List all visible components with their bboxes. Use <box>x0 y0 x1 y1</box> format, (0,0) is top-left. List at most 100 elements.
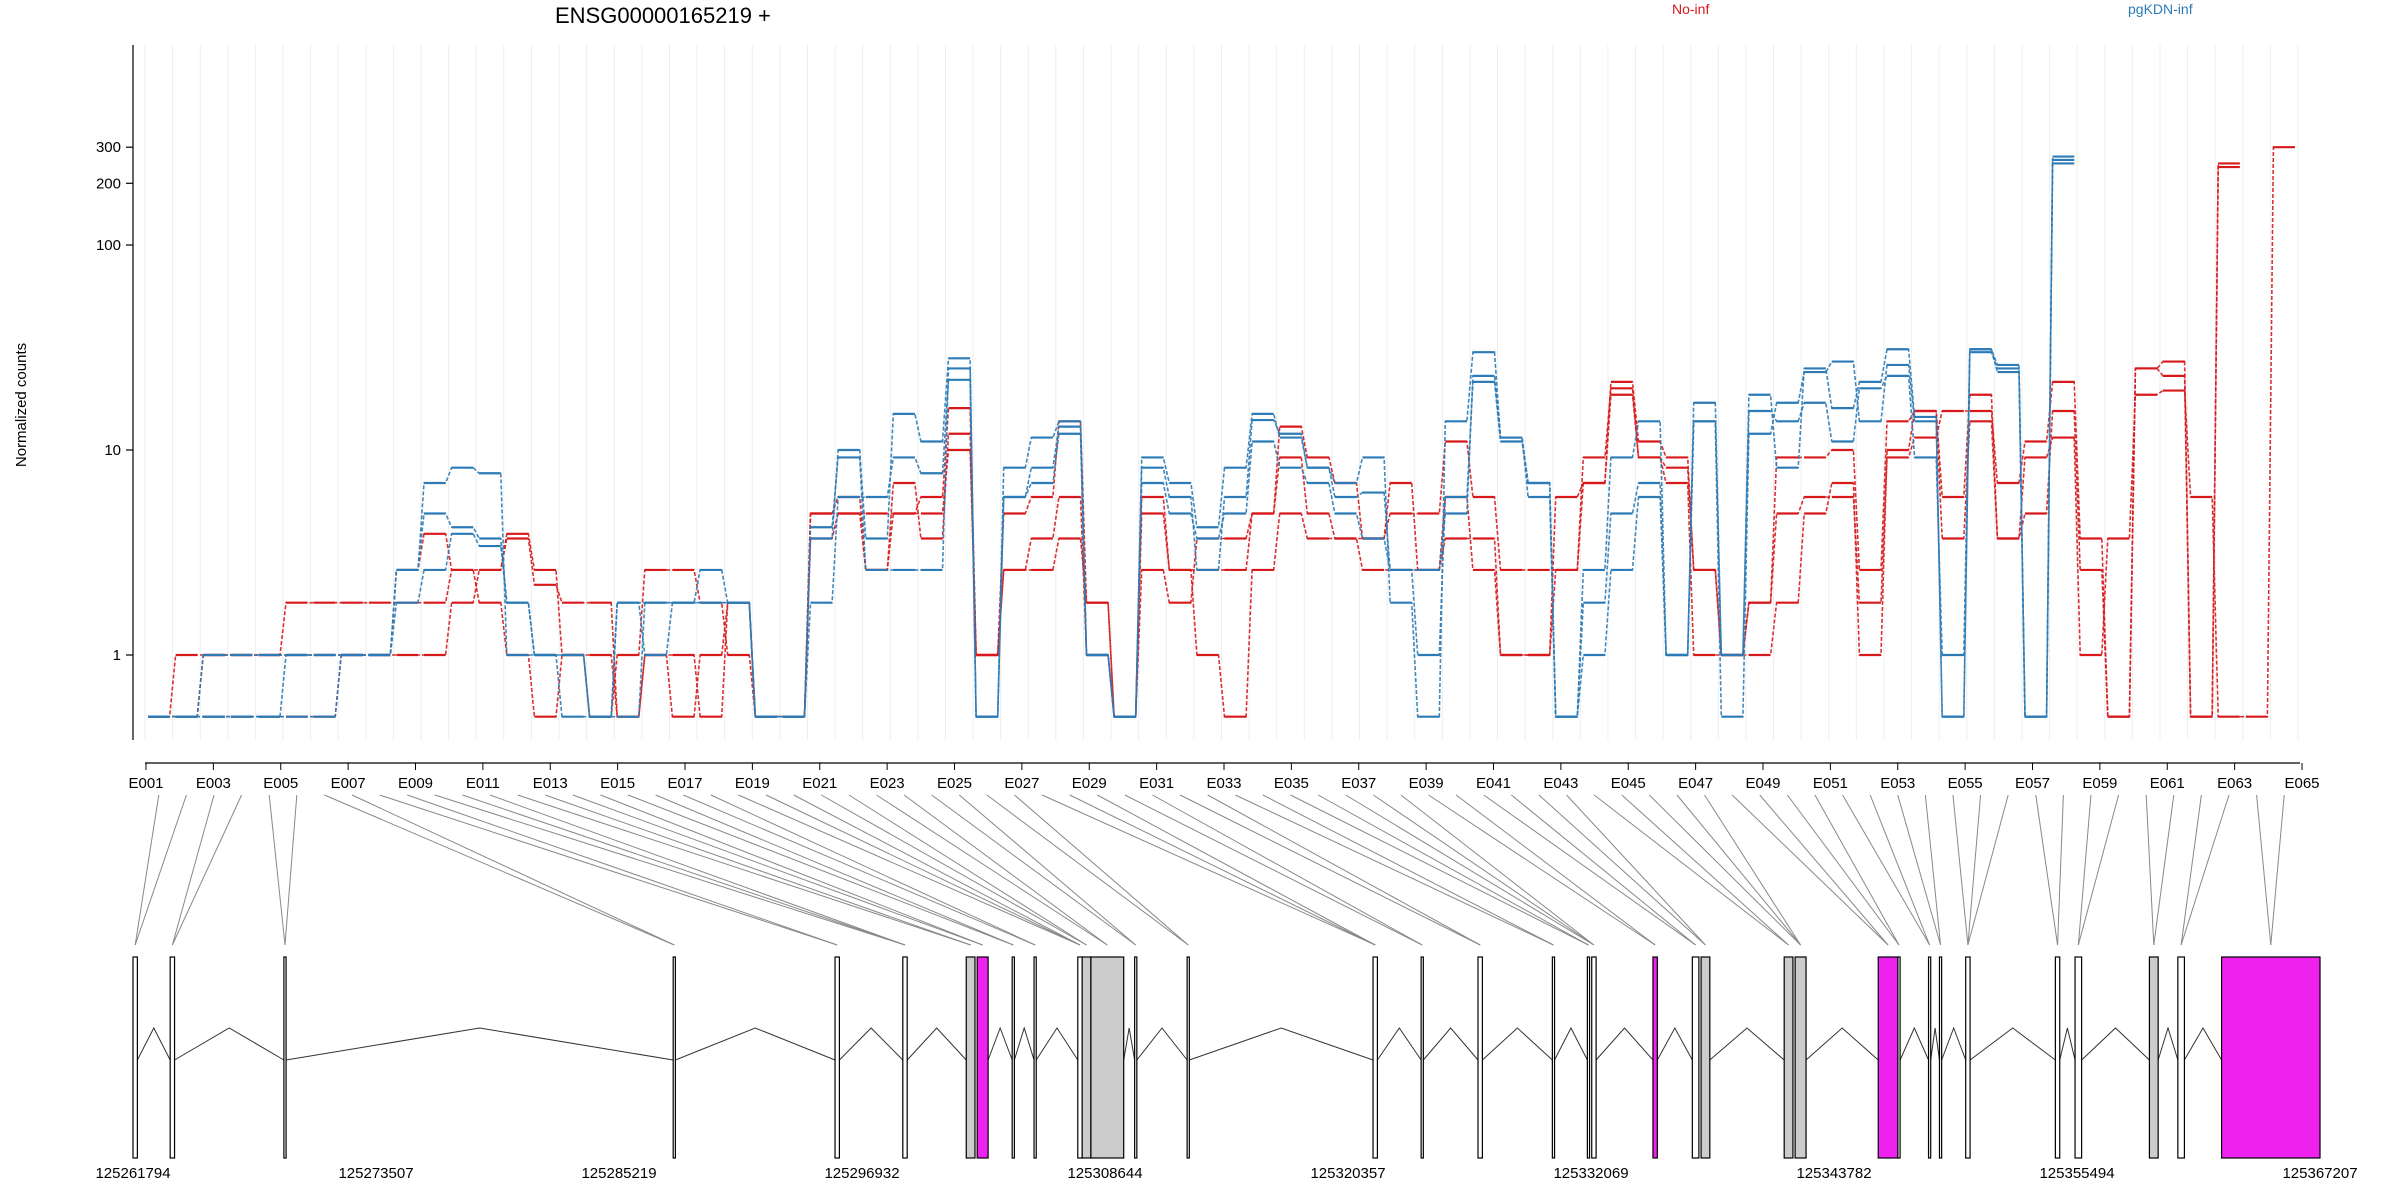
exon-tick-label: E027 <box>1004 775 1039 792</box>
intron-line <box>1709 1027 1785 1061</box>
genomic-ticks: 125261794 125273507 125285219 125296932 1253… <box>95 1165 2357 1182</box>
exon-connector <box>1428 794 1656 946</box>
exon-connector <box>2057 794 2064 946</box>
exon-connector <box>2153 794 2175 946</box>
exon-connector <box>324 794 675 946</box>
exon-connector <box>848 794 1087 946</box>
exon-connector <box>134 794 160 946</box>
exon-tick-label: E033 <box>1206 775 1241 792</box>
exon-tick-label: E047 <box>1678 775 1713 792</box>
series-line-pgkdn-inf <box>148 155 2075 718</box>
genomic-tick-label: 125261794 <box>95 1165 170 1182</box>
series-lines <box>148 146 2295 718</box>
exon-tick-label: E023 <box>870 775 905 792</box>
exon-connector <box>2145 794 2155 946</box>
exon-connector <box>1069 794 1376 946</box>
exon-connector <box>489 794 906 946</box>
exon-tick-label: E053 <box>1880 775 1915 792</box>
genomic-tick-label: 125285219 <box>581 1165 656 1182</box>
exon-tick-label: E013 <box>533 775 568 792</box>
intron-line <box>1123 1027 1136 1061</box>
exon-connector <box>655 794 1014 946</box>
exon-tick-label: E019 <box>735 775 770 792</box>
exon-connector <box>2180 794 2230 946</box>
exon-connector <box>1759 794 1889 946</box>
exon-box <box>169 956 176 1159</box>
exon-box <box>672 956 676 1159</box>
exon-tick-label: E063 <box>2217 775 2252 792</box>
exon-box-highlighted <box>976 956 989 1159</box>
intron-line <box>1035 1027 1079 1061</box>
genomic-tick-label: 125273507 <box>338 1165 413 1182</box>
exon-box <box>1691 956 1700 1159</box>
intron-line <box>1554 1026 1588 1061</box>
exon-box <box>1186 956 1190 1159</box>
exon-box <box>1794 956 1807 1159</box>
exon-connector <box>958 794 1137 946</box>
exon-connector <box>1345 794 1595 946</box>
exon-connector <box>1676 794 1801 946</box>
intron-line <box>2059 1027 2076 1061</box>
exon-connector <box>1400 794 1595 946</box>
exon-box <box>1586 956 1591 1159</box>
exon-connector <box>1152 794 1423 946</box>
exon-connector <box>2035 794 2059 946</box>
exon-connector <box>903 794 1108 946</box>
genomic-tick-label: 125343782 <box>1796 1165 1871 1182</box>
intron-line <box>987 1026 1013 1061</box>
exon-connector <box>2077 794 2120 946</box>
exon-tick-label: E035 <box>1274 775 1309 792</box>
exon-connector <box>876 794 1108 946</box>
exon-connector <box>600 794 983 946</box>
exon-box <box>1591 956 1597 1159</box>
exon-connector <box>2077 794 2092 946</box>
exon-connector <box>1262 794 1554 946</box>
exon-connector <box>1290 794 1589 946</box>
exon-box <box>1081 956 1092 1159</box>
intron-line <box>1595 1027 1654 1061</box>
intron-line <box>1422 1027 1479 1061</box>
exon-connector <box>1538 794 1706 946</box>
exon-connector <box>1483 794 1696 946</box>
series-line-no-inf <box>148 146 2295 718</box>
exon-connector <box>1041 794 1376 946</box>
exon-box <box>1372 956 1379 1159</box>
exon-box <box>1927 956 1932 1159</box>
intron-line <box>839 1027 904 1061</box>
exon-connector <box>1786 794 1900 946</box>
intron-line <box>1656 1026 1693 1061</box>
exon-box-highlighted <box>1652 956 1658 1159</box>
exon-box <box>902 956 908 1159</box>
exon-connector <box>545 794 971 946</box>
exon-tick-label: E031 <box>1139 775 1174 792</box>
exon-box <box>1965 956 1971 1159</box>
exon-tick-label: E065 <box>2284 775 2319 792</box>
exon-connector <box>1566 794 1706 946</box>
exon-connector <box>2180 794 2202 946</box>
intron-line <box>1013 1026 1035 1061</box>
exon-box <box>1551 956 1556 1159</box>
exon-tick-label: E011 <box>466 775 500 792</box>
exon-connector <box>683 794 1036 946</box>
exon-connector <box>793 794 1081 946</box>
exon-tick-label: E061 <box>2150 775 2185 792</box>
y-tick-label: 10 <box>104 442 121 459</box>
genomic-tick-label: 125320357 <box>1310 1165 1385 1182</box>
y-tick-label: 100 <box>96 237 121 254</box>
intron-line <box>286 1027 674 1061</box>
intron-line <box>1376 1027 1422 1061</box>
exon-connector <box>710 794 1036 946</box>
exon-connector <box>1814 794 1900 946</box>
intron-line <box>2081 1027 2150 1061</box>
exon-box <box>1938 956 1943 1159</box>
series-line-pgkdn-inf <box>148 159 2075 718</box>
exon-connector <box>2270 794 2285 946</box>
exon-connector <box>351 794 675 946</box>
exon-box <box>2177 956 2186 1159</box>
intron-line <box>1805 1027 1879 1061</box>
exon-tick-label: E051 <box>1813 775 1848 792</box>
exon-tick-label: E015 <box>600 775 635 792</box>
exon-connector <box>1235 794 1554 946</box>
exon-connector <box>1593 794 1789 946</box>
exon-connector <box>627 794 1014 946</box>
